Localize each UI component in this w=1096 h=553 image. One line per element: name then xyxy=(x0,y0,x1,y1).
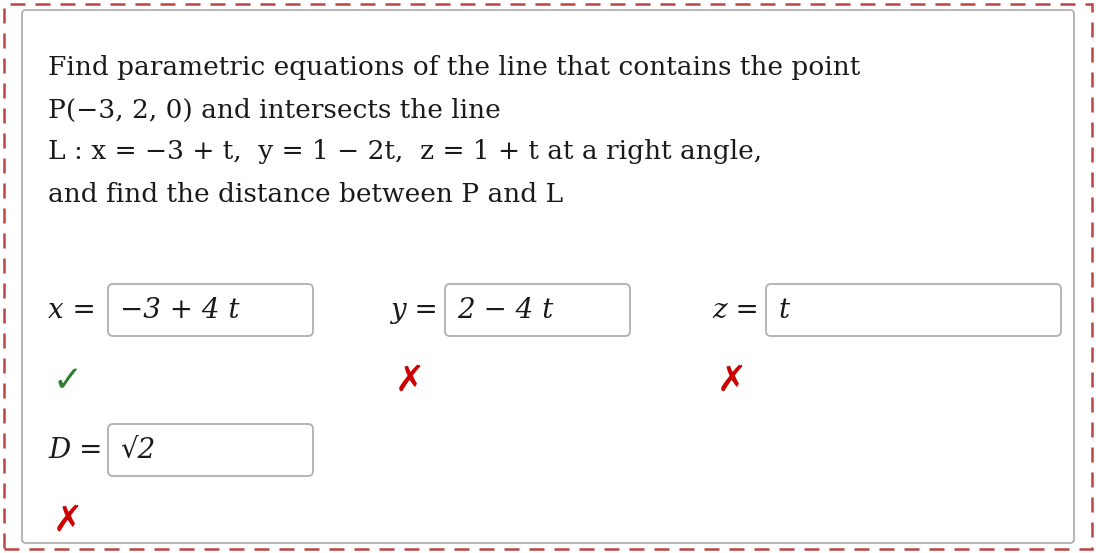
Text: ✗: ✗ xyxy=(395,364,425,398)
FancyBboxPatch shape xyxy=(109,424,313,476)
FancyBboxPatch shape xyxy=(766,284,1061,336)
Text: ✗: ✗ xyxy=(53,504,83,538)
Text: t: t xyxy=(778,296,789,324)
Text: P(−3, 2, 0) and intersects the line: P(−3, 2, 0) and intersects the line xyxy=(48,97,501,123)
Text: L : x = −3 + t,  y = 1 − 2t,  z = 1 + t at a right angle,: L : x = −3 + t, y = 1 − 2t, z = 1 + t at… xyxy=(48,139,762,164)
Text: D =: D = xyxy=(48,436,102,463)
Text: x =: x = xyxy=(48,296,95,324)
Text: 2 − 4 t: 2 − 4 t xyxy=(457,296,553,324)
Text: z =: z = xyxy=(712,296,758,324)
Text: ✗: ✗ xyxy=(717,364,747,398)
FancyBboxPatch shape xyxy=(109,284,313,336)
Text: −3 + 4 t: −3 + 4 t xyxy=(119,296,240,324)
FancyBboxPatch shape xyxy=(445,284,630,336)
Text: ✓: ✓ xyxy=(53,364,83,398)
Text: Find parametric equations of the line that contains the point: Find parametric equations of the line th… xyxy=(48,55,860,81)
Text: √2: √2 xyxy=(119,436,156,463)
Text: and find the distance between P and L: and find the distance between P and L xyxy=(48,181,563,206)
Text: y =: y = xyxy=(390,296,437,324)
